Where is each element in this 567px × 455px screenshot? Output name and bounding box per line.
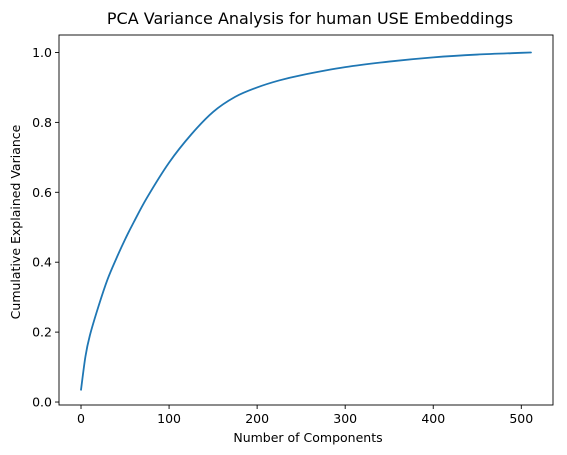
x-tick-label: 500 [509,411,533,426]
y-tick-label: 0.4 [32,255,52,270]
y-tick-label: 0.6 [32,185,52,200]
series-line [80,51,532,391]
plot-frame [58,34,554,406]
plot-area: 0 100 200 300 400 500 0.0 0.2 0.4 0.6 0.8 1.0 [32,34,554,426]
x-tick-label: 100 [157,411,181,426]
x-tick-label: 300 [333,411,357,426]
y-tick-label: 0.8 [32,115,52,130]
y-axis-label: Cumulative Explained Variance [8,124,23,319]
x-tick-label: 0 [77,411,85,426]
x-axis-label: Number of Components [233,430,382,445]
x-tick-label: 200 [245,411,269,426]
x-tick-label: 400 [421,411,445,426]
y-tick-label: 0.2 [32,325,52,340]
y-tick-label: 1.0 [32,45,52,60]
chart-title: PCA Variance Analysis for human USE Embe… [107,9,513,28]
y-tick-label: 0.0 [32,395,52,410]
